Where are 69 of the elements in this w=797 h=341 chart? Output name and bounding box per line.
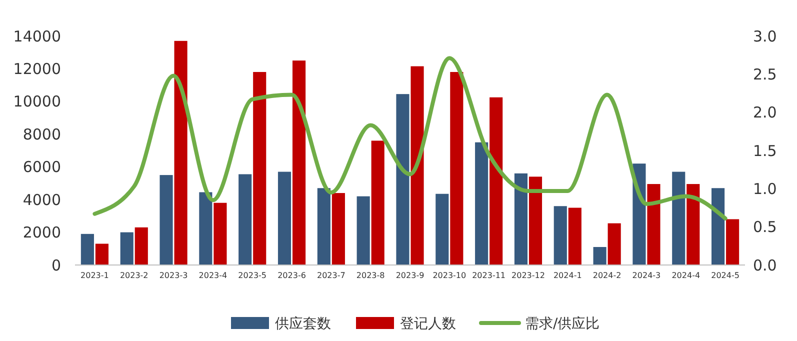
bar xyxy=(317,188,330,265)
y2-tick-label: 3.0 xyxy=(753,27,777,46)
bar xyxy=(371,140,384,265)
bar xyxy=(593,247,606,265)
bar xyxy=(686,184,700,265)
bar xyxy=(238,174,252,265)
line-series xyxy=(92,56,728,220)
bar xyxy=(554,206,567,265)
bar xyxy=(95,244,108,265)
bar xyxy=(120,232,134,265)
bar xyxy=(160,175,173,265)
x-tick-label: 2023-3 xyxy=(159,271,188,280)
y-tick-label: 4000 xyxy=(22,190,61,209)
y-tick-label: 10000 xyxy=(13,92,61,111)
legend-label: 需求/供应比 xyxy=(525,316,600,332)
x-tick-label: 2023-4 xyxy=(198,271,228,280)
bar xyxy=(514,173,528,265)
x-tick-label: 2024-2 xyxy=(592,271,622,280)
x-tick-label: 2023-7 xyxy=(317,271,346,280)
bar xyxy=(214,202,227,265)
x-tick-label: 2024-3 xyxy=(632,271,661,280)
y-tick-label: 6000 xyxy=(22,158,61,176)
y-tick-label: 0 xyxy=(51,256,61,274)
x-tick-label: 2023-2 xyxy=(120,271,148,280)
legend-label: 供应套数 xyxy=(275,316,331,332)
bar xyxy=(396,94,410,265)
bar xyxy=(253,72,266,265)
x-tick-label: 2023-9 xyxy=(396,271,424,280)
bar xyxy=(726,219,740,265)
y2-tick-label: 2.0 xyxy=(753,104,777,122)
bar xyxy=(332,193,345,265)
y2-tick-label: 2.5 xyxy=(753,65,777,84)
y-tick-label: 14000 xyxy=(13,27,61,46)
y2-tick-label: 0.5 xyxy=(753,218,777,236)
x-tick-label: 2024-1 xyxy=(553,271,582,280)
bar xyxy=(528,176,542,265)
legend-label: 登记人数 xyxy=(400,316,456,332)
bar xyxy=(568,208,582,265)
bar xyxy=(356,196,370,265)
bar xyxy=(174,40,188,265)
bar xyxy=(410,66,424,265)
x-tick-label: 2023-11 xyxy=(472,271,506,280)
y2-tick-label: 0.0 xyxy=(753,256,777,274)
y-tick-label: 2000 xyxy=(22,224,61,242)
bar xyxy=(80,234,94,265)
y-tick-label: 8000 xyxy=(22,125,61,144)
bar xyxy=(712,188,725,265)
y-tick-label: 12000 xyxy=(13,60,61,78)
bar xyxy=(199,192,212,265)
bar xyxy=(450,72,464,265)
bar xyxy=(134,227,148,265)
y2-tick-label: 1.0 xyxy=(753,180,777,198)
x-tick-label: 2023-8 xyxy=(356,271,385,280)
bar xyxy=(647,184,660,265)
bar xyxy=(278,172,292,265)
bar xyxy=(475,142,488,265)
x-tick-label: 2023-5 xyxy=(238,271,267,280)
y2-tick-label: 1.5 xyxy=(753,142,777,160)
bar xyxy=(292,60,306,265)
x-tick-label: 2023-10 xyxy=(432,271,466,280)
bar xyxy=(608,223,621,265)
x-tick-label: 2024-4 xyxy=(672,271,700,280)
bar xyxy=(490,97,503,265)
bar xyxy=(436,194,449,265)
bar xyxy=(672,172,686,265)
x-tick-label: 2024-5 xyxy=(711,271,740,280)
x-tick-label: 2023-12 xyxy=(512,271,545,280)
x-tick-label: 2023-1 xyxy=(80,271,109,280)
x-tick-label: 2023-6 xyxy=(278,271,306,280)
